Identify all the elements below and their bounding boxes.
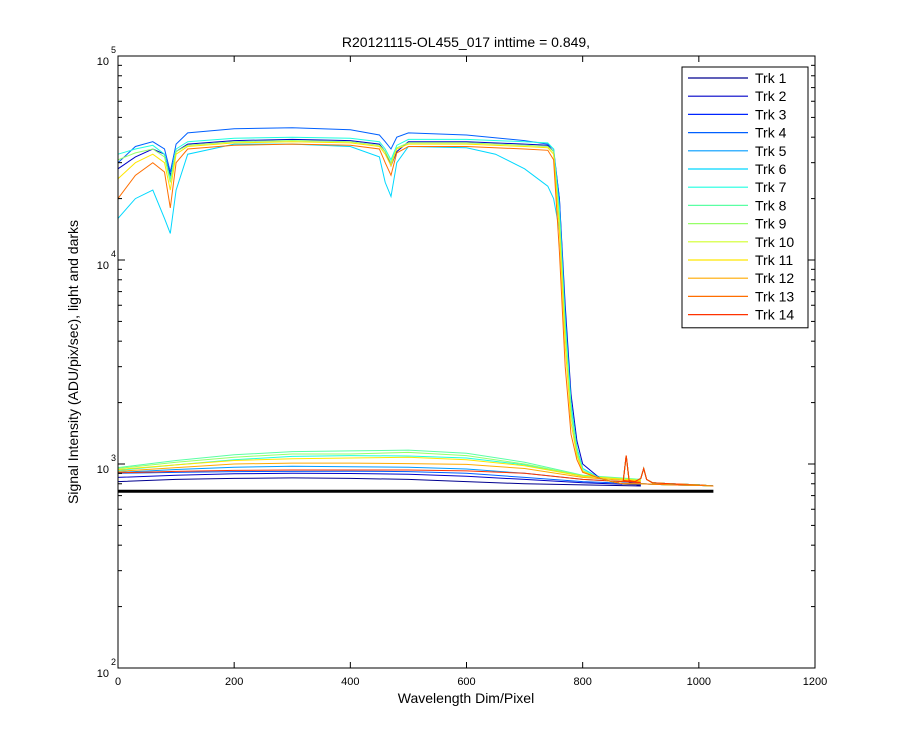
x-tick-label: 800 <box>573 676 591 688</box>
legend-label: Trk 4 <box>755 125 787 141</box>
plot-curves <box>117 127 714 493</box>
legend-label: Trk 1 <box>755 70 787 86</box>
x-tick-label: 0 <box>115 676 121 688</box>
legend-box <box>681 66 809 329</box>
legend-label: Trk 2 <box>755 88 787 104</box>
y-tick-label-exponent: 3 <box>111 453 116 463</box>
legend-label: Trk 6 <box>755 161 787 177</box>
legend-label: Trk 14 <box>755 307 794 323</box>
legend-label: Trk 7 <box>755 179 787 195</box>
x-tick-label: 600 <box>457 676 475 688</box>
legend-label: Trk 5 <box>755 143 787 159</box>
legend: Trk 1 Trk 2 Trk 3 Trk 4 Trk 5 Trk 6 Trk 7 Trk 8… <box>681 66 809 329</box>
y-tick-label-exponent: 4 <box>111 249 116 259</box>
y-tick-label-base: 10 <box>97 668 109 680</box>
y-tick-label-base: 10 <box>97 56 109 68</box>
legend-label: Trk 8 <box>755 197 787 213</box>
x-tick-label: 1000 <box>687 676 711 688</box>
legend-label: Trk 3 <box>755 106 787 122</box>
light-curve-7 <box>117 143 714 487</box>
legend-label: Trk 10 <box>755 234 794 250</box>
x-tick-label: 400 <box>341 676 359 688</box>
legend-label: Trk 12 <box>755 270 794 286</box>
legend-label: Trk 9 <box>755 216 787 232</box>
x-axis-label: Wavelength Dim/Pixel <box>398 690 534 706</box>
legend-label: Trk 13 <box>755 288 794 304</box>
y-tick-label-base: 10 <box>97 464 109 476</box>
legend-label: Trk 11 <box>755 252 793 268</box>
y-tick-label-exponent: 5 <box>111 45 116 55</box>
x-tick-label: 200 <box>225 676 243 688</box>
y-tick-label-exponent: 2 <box>111 657 116 667</box>
y-axis-label: Signal Intensity (ADU/pix/sec), light an… <box>65 220 81 504</box>
y-tick-label-base: 10 <box>97 260 109 272</box>
dark-curve-10 <box>117 455 714 487</box>
chart-title: R20121115-OL455_017 inttime = 0.849, <box>342 34 590 50</box>
x-tick-label: 1200 <box>803 676 827 688</box>
